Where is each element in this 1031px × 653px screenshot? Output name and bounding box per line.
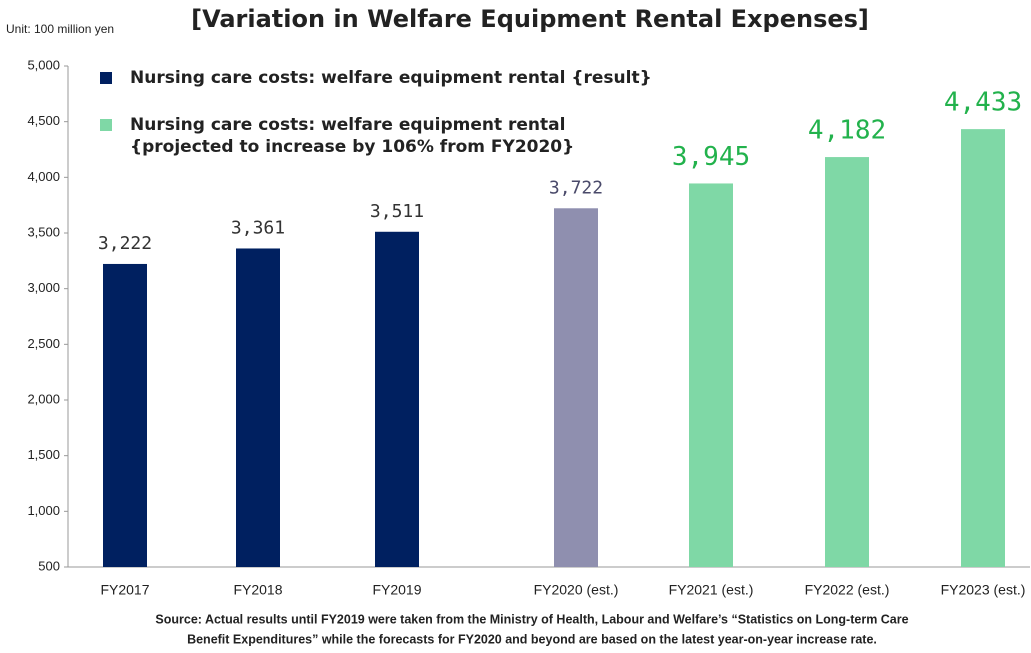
legend-swatch xyxy=(100,119,112,131)
bar xyxy=(689,183,733,567)
x-tick-label: FY2021 (est.) xyxy=(669,582,754,598)
y-tick-label: 3,500 xyxy=(27,224,60,239)
unit-label: Unit: 100 million yen xyxy=(6,22,114,36)
value-label: 3,361 xyxy=(231,217,285,238)
bar xyxy=(554,208,598,567)
bar xyxy=(825,157,869,567)
x-tick-label: FY2022 (est.) xyxy=(805,582,890,598)
source-note: Source: Actual results until FY2019 were… xyxy=(155,612,908,626)
y-tick-label: 4,500 xyxy=(27,113,60,128)
bar xyxy=(103,263,147,567)
legend-label: Nursing care costs: welfare equipment re… xyxy=(130,115,565,135)
x-tick-label: FY2018 xyxy=(233,582,282,598)
value-label: 3,722 xyxy=(549,177,603,198)
x-tick-label: FY2019 xyxy=(372,582,421,598)
value-label: 4,182 xyxy=(808,116,886,146)
bar xyxy=(236,248,280,567)
y-tick-label: 2,000 xyxy=(27,391,60,406)
x-tick-label: FY2020 (est.) xyxy=(534,582,619,598)
y-tick-label: 2,500 xyxy=(27,336,60,351)
legend-label: Nursing care costs: welfare equipment re… xyxy=(130,68,652,88)
bar xyxy=(375,231,419,567)
source-note: Benefit Expenditures” while the forecast… xyxy=(187,632,877,646)
value-label: 3,222 xyxy=(98,233,152,254)
y-tick-label: 3,000 xyxy=(27,280,60,295)
y-tick-label: 4,000 xyxy=(27,169,60,184)
value-label: 3,945 xyxy=(672,142,750,172)
y-tick-label: 1,000 xyxy=(27,503,60,518)
bar xyxy=(961,129,1005,567)
legend-label: {projected to increase by 106% from FY20… xyxy=(130,137,574,157)
x-tick-label: FY2017 xyxy=(100,582,149,598)
y-tick-label: 500 xyxy=(38,558,60,573)
value-label: 4,433 xyxy=(944,88,1022,118)
y-tick-label: 5,000 xyxy=(27,57,60,72)
x-tick-label: FY2023 (est.) xyxy=(941,582,1026,598)
y-tick-label: 1,500 xyxy=(27,447,60,462)
legend-swatch xyxy=(100,72,112,84)
value-label: 3,511 xyxy=(370,201,424,222)
chart-title: [Variation in Welfare Equipment Rental E… xyxy=(191,5,869,33)
